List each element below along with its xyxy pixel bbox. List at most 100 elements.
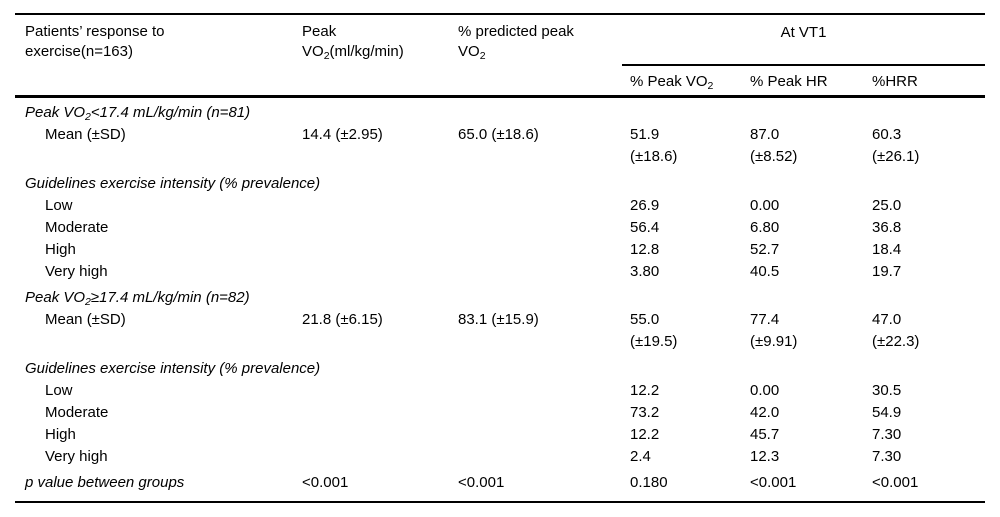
value-cell: 56.4 — [630, 218, 660, 236]
sd-line: (±19.5) — [630, 332, 678, 350]
section-title-row: Peak VO2<17.4 mL/kg/min (n=81) — [15, 96, 985, 124]
col-header-line: VO2(ml/kg/min) — [302, 42, 458, 62]
value-cell: 0.00 — [750, 381, 780, 399]
row-label-cell: Mean (±SD) — [45, 310, 126, 328]
row-label-cell: Very high — [45, 447, 108, 465]
section-title-text: ≥17.4 mL/kg/min (n=82) — [90, 288, 250, 306]
value-cell: 36.8 — [872, 218, 902, 236]
value-cell: 87.0 (±8.52) — [742, 124, 864, 168]
col-header-peak-vo2: Peak VO2(ml/kg/min) — [302, 14, 458, 96]
intensity-row: Very high 3.80 40.5 19.7 — [15, 261, 985, 283]
value-cell: 3.80 — [630, 262, 660, 280]
empty-cell — [302, 424, 458, 446]
value-line: 55.0 — [630, 310, 660, 328]
empty-cell — [302, 402, 458, 424]
value-cell: 45.7 — [750, 425, 780, 443]
section-title-text: Peak VO — [25, 288, 86, 306]
header-text: VO — [458, 43, 480, 60]
value-cell: 54.9 — [872, 403, 902, 421]
empty-cell — [302, 239, 458, 261]
intensity-row: Low 12.2 0.00 30.5 — [15, 380, 985, 402]
empty-cell — [458, 380, 622, 402]
empty-cell — [302, 261, 458, 283]
subscript: 2 — [85, 295, 91, 308]
empty-cell — [302, 195, 458, 217]
col-header-line: Peak — [302, 23, 337, 40]
value-cell: <0.001 — [458, 473, 505, 491]
table-body: Peak VO2<17.4 mL/kg/min (n=81) Mean (±SD… — [15, 96, 985, 502]
intensity-row: High 12.2 45.7 7.30 — [15, 424, 985, 446]
intensity-row: Low 26.9 0.00 25.0 — [15, 195, 985, 217]
intensity-row: Very high 2.4 12.3 7.30 — [15, 446, 985, 468]
value-cell: 40.5 — [750, 262, 780, 280]
empty-cell — [302, 446, 458, 468]
patients-exercise-response-table: Patients’ response to exercise(n=163) Pe… — [15, 13, 986, 503]
value-cell: 21.8 (±6.15) — [302, 310, 383, 328]
value-cell: 0.00 — [750, 196, 780, 214]
value-cell: 51.9 (±18.6) — [622, 124, 742, 168]
section-title-cell: Peak VO2<17.4 mL/kg/min (n=81) — [15, 96, 985, 124]
value-cell: 77.4 (±9.91) — [742, 309, 864, 353]
subscript: 2 — [85, 110, 91, 123]
value-cell: 12.8 — [630, 240, 660, 258]
table-header: Patients’ response to exercise(n=163) Pe… — [15, 14, 986, 96]
empty-cell — [458, 217, 622, 239]
row-label-cell: High — [45, 425, 76, 443]
value-cell: 73.2 — [630, 403, 660, 421]
value-line: 87.0 — [750, 125, 780, 143]
value-cell: 14.4 (±2.95) — [302, 125, 383, 143]
header-text: (ml/kg/min) — [329, 43, 404, 60]
section-title-cell: Peak VO2≥17.4 mL/kg/min (n=82) — [15, 283, 985, 309]
value-cell: 42.0 — [750, 403, 780, 421]
guidelines-title-row: Guidelines exercise intensity (% prevale… — [15, 168, 985, 195]
value-cell: 7.30 — [872, 447, 902, 465]
col-header-patients-response: Patients’ response to exercise(n=163) — [15, 14, 302, 96]
value-line: 60.3 — [872, 125, 902, 143]
value-line: 77.4 — [750, 310, 780, 328]
sd-line: (±8.52) — [750, 147, 798, 165]
section-title-text: Peak VO — [25, 103, 86, 121]
row-label-cell: Mean (±SD) — [45, 125, 126, 143]
value-line: 47.0 — [872, 310, 902, 328]
col-header-line: Patients’ response to — [25, 23, 165, 40]
table-container: Patients’ response to exercise(n=163) Pe… — [15, 13, 986, 503]
value-cell: 19.7 — [872, 262, 902, 280]
col-header-pct-predicted-peak-vo2: % predicted peak VO2 — [458, 14, 622, 96]
col-header-line: VO2 — [458, 42, 622, 62]
value-cell: 0.180 — [630, 473, 668, 491]
col-header-line: exercise(n=163) — [25, 43, 133, 60]
intensity-row: Moderate 56.4 6.80 36.8 — [15, 217, 985, 239]
guidelines-title-row: Guidelines exercise intensity (% prevale… — [15, 353, 985, 380]
value-line: 51.9 — [630, 125, 660, 143]
empty-cell — [458, 424, 622, 446]
value-cell: <0.001 — [872, 473, 919, 491]
value-cell: 47.0 (±22.3) — [864, 309, 985, 353]
mean-row: Mean (±SD) 21.8 (±6.15) 83.1 (±15.9) 55.… — [15, 309, 985, 353]
header-row-2: % Peak VO2 % Peak HR %HRR — [15, 65, 985, 96]
value-cell: 65.0 (±18.6) — [458, 125, 539, 143]
row-label-cell: p value between groups — [25, 473, 185, 491]
value-cell: 7.30 — [872, 425, 902, 443]
value-cell: 60.3 (±26.1) — [864, 124, 985, 168]
sd-line: (±26.1) — [872, 147, 920, 165]
value-cell: 25.0 — [872, 196, 902, 214]
col-header-line: % predicted peak — [458, 23, 574, 40]
row-label-cell: Very high — [45, 262, 108, 280]
value-cell: 12.3 — [750, 447, 780, 465]
col-header-pct-peak-vo2: % Peak VO2 — [622, 65, 742, 96]
empty-cell — [458, 261, 622, 283]
empty-cell — [458, 195, 622, 217]
subscript: 2 — [707, 80, 714, 92]
row-label-cell: Low — [45, 381, 73, 399]
value-cell: 6.80 — [750, 218, 780, 236]
value-cell: <0.001 — [750, 473, 797, 491]
row-label-cell: Moderate — [45, 403, 109, 421]
row-label-cell: Low — [45, 196, 73, 214]
col-header-pct-peak-hr: % Peak HR — [750, 73, 828, 90]
mean-row: Mean (±SD) 14.4 (±2.95) 65.0 (±18.6) 51.… — [15, 124, 985, 168]
empty-cell — [302, 217, 458, 239]
value-cell: 12.2 — [630, 381, 660, 399]
value-cell: 26.9 — [630, 196, 660, 214]
col-header-pct-hrr: %HRR — [872, 73, 918, 90]
intensity-row: High 12.8 52.7 18.4 — [15, 239, 985, 261]
